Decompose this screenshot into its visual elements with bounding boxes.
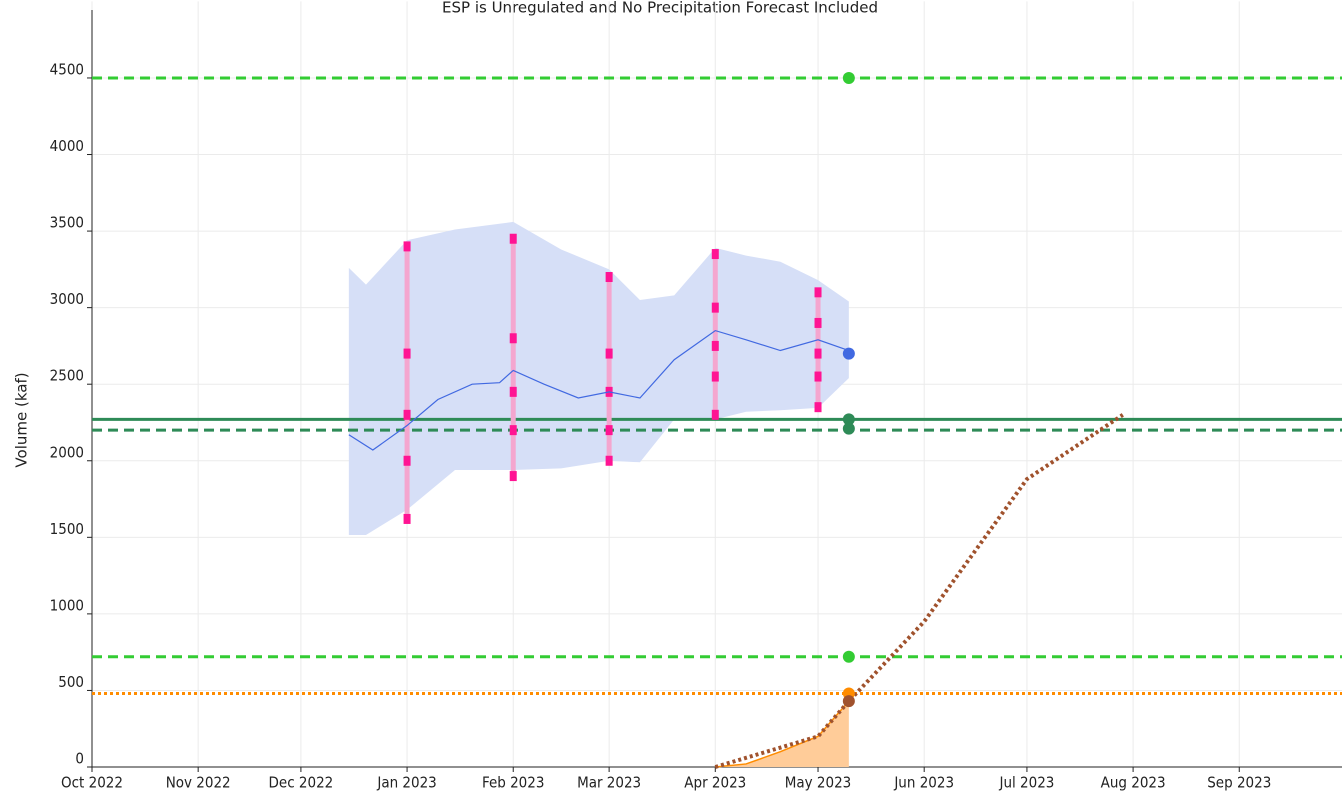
point bbox=[842, 422, 855, 435]
y-tick-label: 500 bbox=[58, 673, 84, 691]
x-tick-label: Nov 2022 bbox=[166, 774, 231, 792]
range-marker bbox=[605, 272, 613, 283]
range-marker bbox=[814, 402, 822, 413]
x-tick-label: Aug 2023 bbox=[1101, 774, 1166, 792]
y-tick-label: 1500 bbox=[50, 520, 84, 538]
x-tick-label: Feb 2023 bbox=[482, 774, 544, 792]
point bbox=[842, 347, 855, 360]
median-line bbox=[348, 329, 850, 451]
range-marker bbox=[605, 455, 613, 466]
range-marker bbox=[403, 409, 411, 420]
range-marker bbox=[403, 241, 411, 252]
range-marker bbox=[711, 340, 719, 351]
x-tick-label: Mar 2023 bbox=[577, 774, 641, 792]
y-tick-label: 0 bbox=[75, 750, 84, 768]
range-marker bbox=[605, 425, 613, 436]
range-marker bbox=[814, 371, 822, 382]
x-tick-label: Sep 2023 bbox=[1207, 774, 1271, 792]
y-tick-label: 2000 bbox=[50, 443, 84, 461]
range-marker bbox=[814, 287, 822, 298]
chart-title: ESP is Unregulated and No Precipitation … bbox=[442, 0, 878, 17]
range-marker bbox=[711, 302, 719, 313]
range-marker bbox=[711, 371, 719, 382]
y-tick-label: 4000 bbox=[50, 137, 84, 155]
y-tick-label: 3500 bbox=[50, 214, 84, 232]
range-marker bbox=[403, 455, 411, 466]
range-marker bbox=[403, 348, 411, 359]
observed-area bbox=[715, 701, 849, 767]
point bbox=[842, 413, 855, 426]
range-marker bbox=[605, 348, 613, 359]
range-marker bbox=[509, 386, 517, 397]
range-marker bbox=[509, 471, 517, 482]
x-tick-label: Apr 2023 bbox=[684, 774, 746, 792]
range-marker bbox=[711, 409, 719, 420]
range-marker bbox=[509, 425, 517, 436]
x-tick-label: Dec 2022 bbox=[269, 774, 334, 792]
range-marker bbox=[509, 333, 517, 344]
ensemble-band bbox=[348, 221, 849, 536]
y-tick-label: 4500 bbox=[50, 60, 84, 78]
range-marker bbox=[814, 317, 822, 328]
x-tick-label: Oct 2022 bbox=[61, 774, 123, 792]
point bbox=[842, 695, 855, 708]
projection-line bbox=[714, 413, 1124, 769]
point bbox=[842, 650, 855, 663]
y-tick-label: 2500 bbox=[50, 367, 84, 385]
range-marker bbox=[403, 513, 411, 524]
y-tick-label: 3000 bbox=[50, 290, 84, 308]
x-tick-label: Jul 2023 bbox=[998, 774, 1054, 792]
range-marker bbox=[509, 233, 517, 244]
range-marker bbox=[814, 348, 822, 359]
point bbox=[842, 71, 855, 84]
y-axis-label: Volume (kaf) bbox=[13, 372, 31, 467]
y-tick-label: 1000 bbox=[50, 596, 84, 614]
x-tick-label: Jan 2023 bbox=[376, 774, 436, 792]
x-tick-label: May 2023 bbox=[785, 774, 852, 792]
x-tick-label: Jun 2023 bbox=[893, 774, 954, 792]
range-marker bbox=[711, 249, 719, 260]
